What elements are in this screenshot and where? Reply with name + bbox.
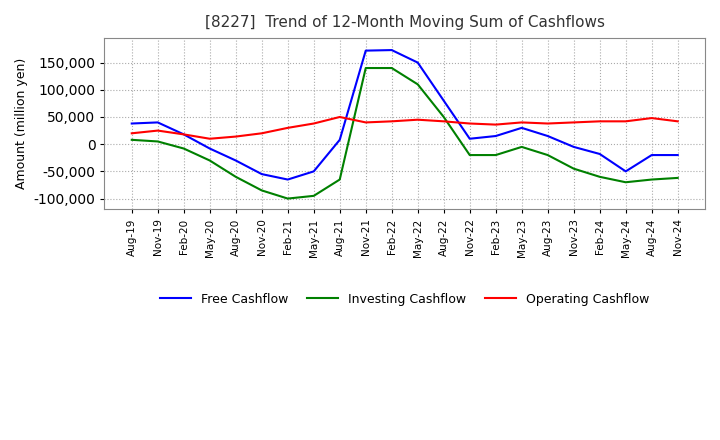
Free Cashflow	[387, 48, 396, 53]
Operating Cashflow	[595, 119, 604, 124]
Legend: Free Cashflow, Investing Cashflow, Operating Cashflow: Free Cashflow, Investing Cashflow, Opera…	[155, 288, 654, 311]
Free Cashflow	[673, 152, 682, 158]
Investing Cashflow	[492, 152, 500, 158]
Operating Cashflow	[492, 122, 500, 127]
Operating Cashflow	[127, 131, 136, 136]
Free Cashflow	[465, 136, 474, 141]
Investing Cashflow	[336, 177, 344, 182]
Operating Cashflow	[336, 114, 344, 120]
Operating Cashflow	[284, 125, 292, 131]
Line: Investing Cashflow: Investing Cashflow	[132, 68, 678, 198]
Line: Free Cashflow: Free Cashflow	[132, 50, 678, 180]
Free Cashflow	[310, 169, 318, 174]
Free Cashflow	[179, 132, 188, 137]
Free Cashflow	[570, 144, 578, 150]
Free Cashflow	[153, 120, 162, 125]
Investing Cashflow	[205, 158, 214, 163]
Y-axis label: Amount (million yen): Amount (million yen)	[15, 58, 28, 189]
Investing Cashflow	[361, 66, 370, 71]
Operating Cashflow	[387, 119, 396, 124]
Operating Cashflow	[179, 132, 188, 137]
Operating Cashflow	[673, 119, 682, 124]
Free Cashflow	[284, 177, 292, 182]
Operating Cashflow	[647, 115, 656, 121]
Free Cashflow	[595, 151, 604, 157]
Operating Cashflow	[465, 121, 474, 126]
Operating Cashflow	[231, 134, 240, 139]
Operating Cashflow	[518, 120, 526, 125]
Free Cashflow	[647, 152, 656, 158]
Investing Cashflow	[231, 174, 240, 180]
Investing Cashflow	[258, 188, 266, 193]
Free Cashflow	[336, 137, 344, 143]
Free Cashflow	[492, 133, 500, 139]
Investing Cashflow	[127, 137, 136, 143]
Operating Cashflow	[570, 120, 578, 125]
Free Cashflow	[439, 98, 448, 103]
Operating Cashflow	[153, 128, 162, 133]
Operating Cashflow	[413, 117, 422, 122]
Investing Cashflow	[179, 146, 188, 151]
Operating Cashflow	[258, 131, 266, 136]
Operating Cashflow	[205, 136, 214, 141]
Title: [8227]  Trend of 12-Month Moving Sum of Cashflows: [8227] Trend of 12-Month Moving Sum of C…	[204, 15, 605, 30]
Free Cashflow	[258, 172, 266, 177]
Line: Operating Cashflow: Operating Cashflow	[132, 117, 678, 139]
Investing Cashflow	[595, 174, 604, 180]
Free Cashflow	[621, 169, 630, 174]
Free Cashflow	[205, 146, 214, 151]
Investing Cashflow	[621, 180, 630, 185]
Operating Cashflow	[361, 120, 370, 125]
Investing Cashflow	[673, 175, 682, 180]
Investing Cashflow	[647, 177, 656, 182]
Free Cashflow	[413, 60, 422, 65]
Investing Cashflow	[518, 144, 526, 150]
Investing Cashflow	[465, 152, 474, 158]
Investing Cashflow	[570, 166, 578, 171]
Investing Cashflow	[284, 196, 292, 201]
Operating Cashflow	[621, 119, 630, 124]
Free Cashflow	[231, 158, 240, 163]
Operating Cashflow	[544, 121, 552, 126]
Free Cashflow	[361, 48, 370, 53]
Investing Cashflow	[413, 82, 422, 87]
Investing Cashflow	[387, 66, 396, 71]
Free Cashflow	[127, 121, 136, 126]
Investing Cashflow	[439, 114, 448, 120]
Free Cashflow	[544, 133, 552, 139]
Investing Cashflow	[544, 152, 552, 158]
Operating Cashflow	[310, 121, 318, 126]
Investing Cashflow	[153, 139, 162, 144]
Free Cashflow	[518, 125, 526, 131]
Operating Cashflow	[439, 119, 448, 124]
Investing Cashflow	[310, 193, 318, 198]
